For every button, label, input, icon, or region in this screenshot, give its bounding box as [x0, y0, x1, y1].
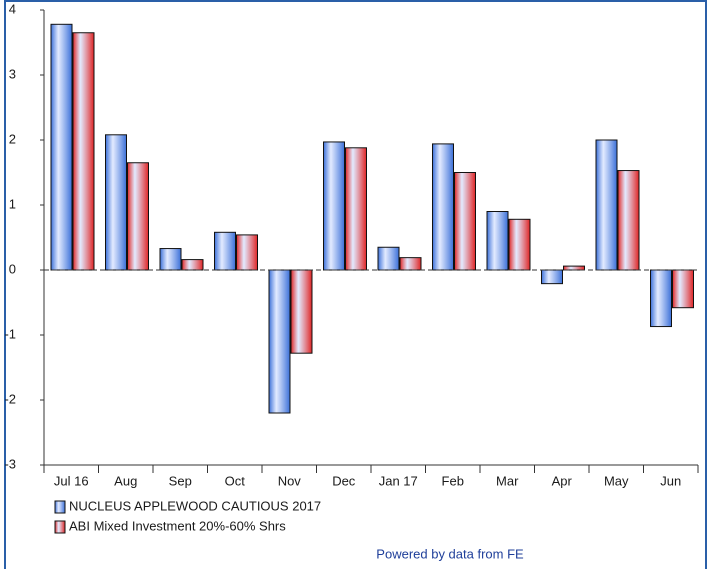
bar	[268, 269, 291, 414]
legend-swatch	[54, 520, 66, 534]
frame	[4, 0, 707, 569]
bar	[214, 231, 236, 271]
y-tick-label: -1	[4, 326, 16, 341]
bar	[617, 170, 640, 271]
y-tick-label: 0	[9, 261, 16, 276]
bar	[236, 234, 258, 271]
bar	[159, 248, 182, 271]
x-tick-label: Oct	[225, 473, 246, 488]
x-tick-label: Jan 17	[379, 473, 418, 488]
bar	[672, 269, 694, 309]
x-tick-label: Mar	[496, 473, 519, 488]
bar	[595, 139, 618, 271]
bar	[72, 32, 95, 271]
x-tick-label: Feb	[442, 473, 464, 488]
x-tick-label: Jul 16	[54, 473, 89, 488]
y-tick-label: -2	[4, 391, 16, 406]
y-tick-label: 4	[9, 1, 16, 16]
bar	[486, 211, 509, 271]
bar	[290, 269, 313, 354]
x-tick-label: Dec	[332, 473, 356, 488]
bar	[432, 143, 454, 271]
bar	[377, 246, 400, 271]
bar	[541, 269, 563, 285]
bar	[345, 147, 367, 271]
bar	[323, 141, 345, 271]
legend-label: ABI Mixed Investment 20%-60% Shrs	[69, 518, 286, 533]
x-tick-label: May	[604, 473, 629, 488]
x-tick-label: Jun	[660, 473, 681, 488]
x-tick-label: Sep	[169, 473, 192, 488]
x-tick-label: Apr	[552, 473, 573, 488]
x-tick-label: Aug	[114, 473, 137, 488]
y-tick-label: 1	[9, 196, 16, 211]
legend-label: NUCLEUS APPLEWOOD CAUTIOUS 2017	[69, 498, 321, 513]
bar	[50, 23, 73, 271]
bar	[127, 162, 149, 271]
y-tick-label: -3	[4, 456, 16, 471]
bar	[563, 265, 585, 271]
bar	[105, 134, 127, 271]
footer: Powered by data from FE	[376, 546, 524, 561]
bar	[454, 172, 476, 271]
y-tick-label: 3	[9, 66, 16, 81]
bar	[181, 259, 204, 271]
legend-swatch	[54, 500, 66, 514]
bar	[650, 269, 672, 328]
bar	[508, 218, 531, 271]
y-tick-label: 2	[9, 131, 16, 146]
x-tick-label: Nov	[278, 473, 302, 488]
bar	[399, 257, 422, 271]
